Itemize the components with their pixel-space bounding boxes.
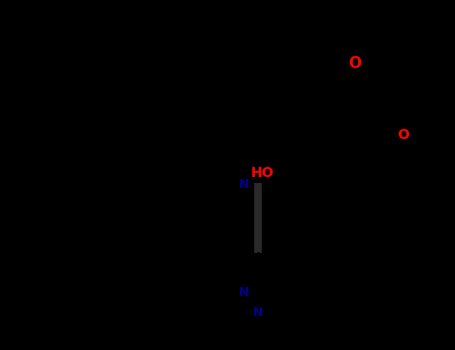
- Text: O: O: [397, 128, 409, 142]
- Text: O: O: [349, 56, 362, 70]
- Polygon shape: [258, 163, 319, 183]
- Text: N: N: [239, 178, 249, 191]
- Text: HO: HO: [251, 166, 275, 180]
- Text: N: N: [239, 287, 249, 300]
- Text: N: N: [253, 306, 263, 318]
